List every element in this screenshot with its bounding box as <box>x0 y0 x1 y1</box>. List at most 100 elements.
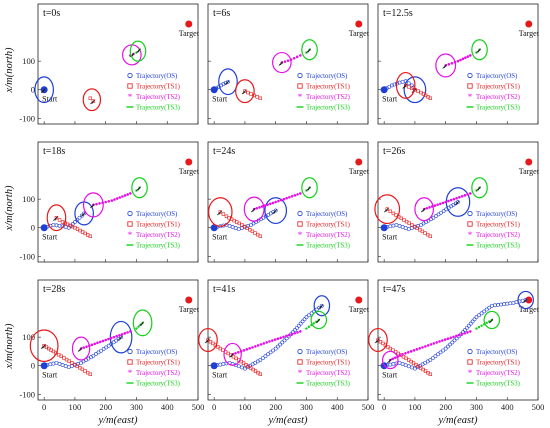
ts3-safety-ellipse <box>301 39 318 61</box>
ts3-trajectory-point <box>135 327 138 330</box>
ts1-trajectory-point <box>60 220 65 224</box>
ts1-trajectory-point <box>88 96 93 100</box>
ts2-safety-ellipse <box>382 350 399 370</box>
os-trajectory-point <box>487 305 492 310</box>
start-label: Start <box>42 371 58 380</box>
ts2-trajectory-point <box>96 341 99 345</box>
ts2-trajectory-point <box>115 197 119 200</box>
os-trajectory-point <box>472 317 477 322</box>
ts2-trajectory-point <box>288 195 291 199</box>
ts2-trajectory-point <box>404 351 407 355</box>
ts2-trajectory-point <box>457 333 461 337</box>
x-axis-label: y/m(east) <box>437 415 478 426</box>
os-trajectory-point <box>111 340 116 345</box>
ts2-trajectory-point <box>469 330 472 333</box>
ts2-trajectory-point <box>460 332 464 336</box>
ts2-trajectory-point <box>259 343 263 346</box>
panel-frame <box>207 279 369 401</box>
ts1-safety-ellipse <box>368 327 388 353</box>
os-trajectory-point <box>293 328 297 332</box>
os-trajectory-point <box>304 315 309 320</box>
target-label: Target <box>179 167 200 176</box>
ts2-trajectory-point <box>409 350 413 353</box>
panel-7: 0 100 200 300 400 500 -100 0 100 t=28s Target Start… <box>19 279 204 412</box>
ts1-trajectory-point <box>42 344 46 348</box>
os-trajectory-point <box>436 212 441 217</box>
os-trajectory-point <box>319 303 324 308</box>
start-label: Start <box>382 371 398 380</box>
os-trajectory-point <box>428 358 433 362</box>
legend-label-ts3: Trajectory(TS3) <box>476 105 520 112</box>
legend-label-ts3: Trajectory(TS3) <box>476 381 520 388</box>
os-trajectory-point <box>119 335 123 340</box>
time-label: t=28s <box>43 284 65 295</box>
os-trajectory-point <box>79 213 84 218</box>
os-safety-ellipse <box>264 197 288 225</box>
legend-marker-ts2: * <box>298 230 303 240</box>
ts2-trajectory-point <box>441 339 444 342</box>
os-trajectory-point <box>470 319 475 324</box>
legend-marker-ts2: * <box>128 368 133 378</box>
os-trajectory-point <box>431 215 436 220</box>
os-trajectory-point <box>275 344 280 349</box>
ts1-trajectory-point <box>391 211 396 216</box>
ts2-trajectory-point <box>393 356 397 360</box>
legend-marker-ts1 <box>127 83 133 89</box>
os-trajectory-point <box>448 342 452 347</box>
ts2-trajectory-point <box>104 200 107 204</box>
ts2-trajectory-point <box>456 59 460 63</box>
os-trajectory-point <box>441 348 446 353</box>
ts2-trajectory-point <box>236 351 240 354</box>
ts3-safety-ellipse <box>132 309 153 337</box>
os-trajectory-point <box>468 321 473 326</box>
ts3-safety-ellipse <box>471 39 488 61</box>
ts3-heading-arrow <box>306 48 311 53</box>
os-trajectory-point <box>114 338 119 343</box>
ts2-trajectory-point <box>435 341 438 344</box>
start-label: Start <box>382 233 398 242</box>
ts2-trajectory-point <box>242 349 246 352</box>
y-tick-label: 100 <box>22 332 35 342</box>
ts2-trajectory-point <box>107 337 110 341</box>
start-marker <box>210 86 218 94</box>
y-tick-label: 100 <box>22 56 35 66</box>
target-label: Target <box>349 305 370 314</box>
ts2-trajectory-point <box>299 54 302 57</box>
target-marker <box>525 20 533 28</box>
legend-label-ts3: Trajectory(TS3) <box>136 105 180 112</box>
ts3-heading-arrow <box>315 318 321 324</box>
legend-label-ts1: Trajectory(TS1) <box>476 222 520 229</box>
ts3-heading-arrow <box>136 186 141 191</box>
ts2-trajectory-point <box>107 199 111 203</box>
ts2-trajectory-point <box>421 346 424 349</box>
os-safety-ellipse <box>403 76 427 104</box>
ts2-trajectory-point <box>424 345 427 348</box>
ts2-trajectory-point <box>469 54 472 57</box>
legend-label-ts1: Trajectory(TS1) <box>306 360 350 367</box>
legend-label-os: Trajectory(OS) <box>136 211 177 218</box>
target-label: Target <box>349 29 370 38</box>
target-marker <box>355 296 363 304</box>
ts2-safety-ellipse <box>414 197 434 222</box>
ts2-trajectory-point <box>287 333 291 337</box>
ts2-trajectory-point <box>449 198 453 202</box>
legend-marker-os <box>127 72 133 79</box>
ts2-trajectory-point <box>455 334 458 338</box>
os-trajectory-point <box>101 347 106 351</box>
x-tick-label: 400 <box>331 402 344 412</box>
os-trajectory-point <box>389 83 394 88</box>
legend-marker-ts2: * <box>298 368 303 378</box>
ts2-trajectory-point <box>90 343 94 347</box>
ts2-trajectory-point <box>269 202 272 206</box>
ts3-safety-ellipse <box>301 177 318 199</box>
ts2-trajectory-point <box>255 206 259 210</box>
os-trajectory-point <box>300 319 305 324</box>
legend-label-ts3: Trajectory(TS3) <box>136 243 180 250</box>
ts1-trajectory-point <box>218 346 223 351</box>
ts2-trajectory-point <box>295 55 299 59</box>
ts1-trajectory-point <box>386 345 390 349</box>
ts2-trajectory-point <box>248 347 251 350</box>
legend-label-ts3: Trajectory(TS3) <box>306 105 350 112</box>
os-trajectory-point <box>296 323 301 328</box>
target-label: Target <box>349 167 370 176</box>
